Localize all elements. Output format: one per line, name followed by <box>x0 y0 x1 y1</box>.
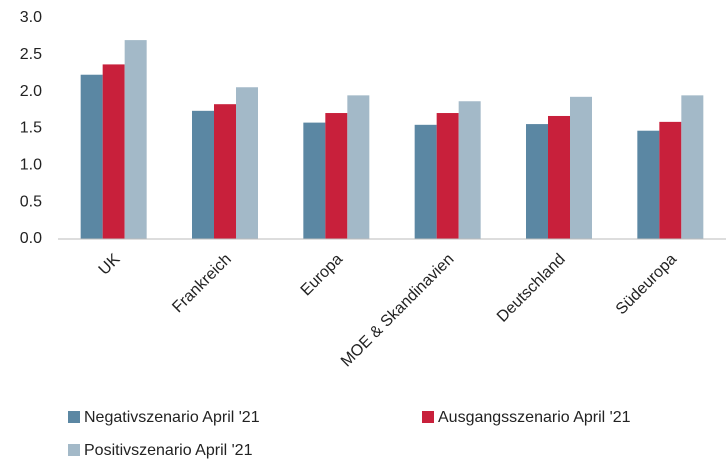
bar <box>303 122 326 239</box>
x-tick-label: UK <box>96 251 124 279</box>
x-tick-label: Deutschland <box>494 251 569 326</box>
bar <box>102 64 125 239</box>
y-tick-label: 2.0 <box>20 83 42 100</box>
legend-swatch <box>422 411 434 423</box>
x-tick-label: Südeuropa <box>613 251 680 318</box>
bar <box>414 124 437 239</box>
bar <box>458 101 481 239</box>
y-tick-label: 3.0 <box>20 9 42 26</box>
bar <box>681 95 704 239</box>
legend-label: Negativszenario April '21 <box>84 409 260 426</box>
bar <box>548 115 570 239</box>
legend-label: Ausgangsszenario April '21 <box>438 409 631 426</box>
bar <box>570 96 592 239</box>
bar <box>347 95 370 239</box>
x-tick-label: MOE & Skandinavien <box>338 251 458 371</box>
bar <box>436 113 459 239</box>
bar <box>214 104 236 239</box>
x-tick-label: Frankreich <box>169 251 234 316</box>
bar <box>80 74 103 240</box>
x-tick-label: Europa <box>298 251 347 300</box>
y-tick-label: 1.5 <box>20 120 42 137</box>
bar <box>124 40 147 239</box>
legend-swatch <box>68 444 80 456</box>
bar <box>659 121 682 239</box>
legend-swatch <box>68 411 80 423</box>
legend-label: Positivszenario April '21 <box>84 442 253 459</box>
y-tick-label: 0.5 <box>20 193 42 210</box>
bar <box>526 124 548 239</box>
y-tick-label: 2.5 <box>20 46 42 63</box>
y-tick-label: 0.0 <box>20 230 42 247</box>
bar <box>325 113 348 239</box>
bar <box>637 130 660 239</box>
y-tick-label: 1.0 <box>20 157 42 174</box>
bar <box>236 87 258 239</box>
bar <box>192 110 214 239</box>
